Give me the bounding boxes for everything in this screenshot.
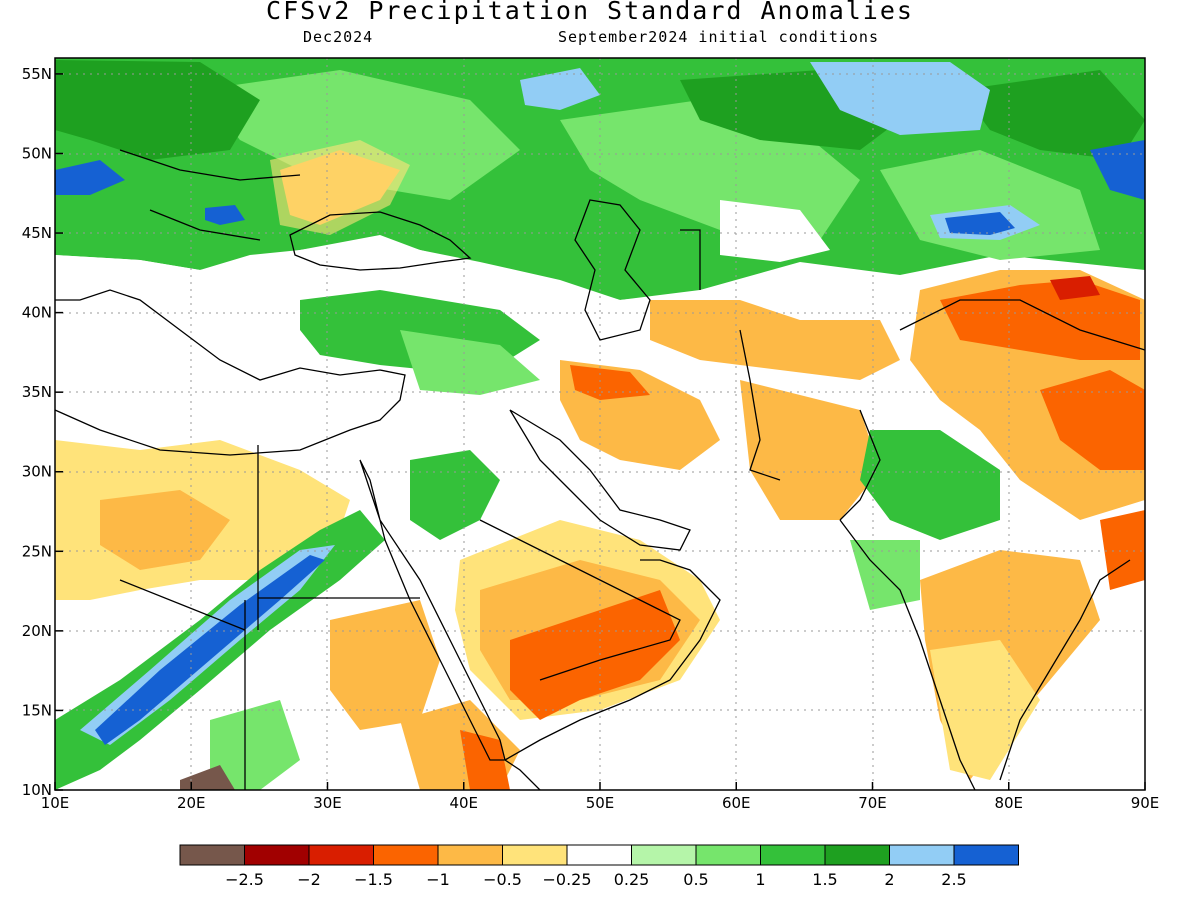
colorbar-swatch [437,844,503,866]
x-tick-label: 70E [858,794,887,812]
border-chad-libya [119,579,246,631]
border-iran-afghan [739,329,781,481]
border-tibet [899,299,1145,351]
anomaly-region-ethiopia-very-dry [460,730,510,790]
anomaly-region-north-blue [55,160,125,195]
x-tick-label: 50E [586,794,615,812]
anomaly-region-east-africa-dry [330,600,440,730]
colorbar-label: −2.5 [225,870,264,889]
colorbar-swatch [695,844,761,866]
colorbar-label: 1.5 [812,870,837,889]
y-tick-label: 10N [22,781,52,799]
map-title: CFSv2 Precipitation Standard Anomalies [266,0,914,25]
map-gridlines [55,58,1145,790]
anomaly-region-central-dry [650,300,900,380]
anomaly-region-ukraine-slight-dry [270,140,410,235]
anomaly-region-north-pale-blue [810,62,990,135]
colorbar-swatch [373,844,439,866]
x-tick-label: 60E [722,794,751,812]
anomaly-region-north-light-wet [200,70,520,200]
colorbar-label: 0.5 [683,870,708,889]
colorbar-swatch [566,844,632,866]
border-europe-2 [149,209,261,241]
border-saudi [479,519,681,681]
anomaly-region-sudan-brown [180,765,235,790]
colorbar-label: 2.5 [941,870,966,889]
y-tick-label: 25N [22,542,52,560]
coastlines-and-borders [55,149,1145,790]
anomaly-region-sahel-blue [95,555,325,745]
anomaly-region-tibet-very-dry [1040,370,1145,470]
anomaly-region-arabia-very-dry [510,590,680,720]
y-axis: 10N 15N 20N 25N 30N 35N 40N 45N 50N 55N [22,65,63,799]
anomaly-region-sahara-dry [100,490,230,570]
border-europe-1 [119,149,301,181]
anomaly-region-north-blue [205,205,245,225]
coastline-black-sea [289,211,472,271]
x-tick-label: 90E [1131,794,1160,812]
x-tick-label: 20E [177,794,206,812]
coastline-india [839,519,1131,790]
colorbar-swatch [502,844,568,866]
anomaly-region-egypt-wet [410,450,500,540]
anomaly-region-india-south-slight-dry [930,640,1040,780]
colorbar-label: 2 [884,870,894,889]
anomaly-region-east-white [720,200,830,262]
colorbar-swatch [760,844,826,866]
colorbar-label: 1 [755,870,765,889]
y-tick-label: 30N [22,463,52,481]
valid-month-label: Dec2024 [303,28,374,46]
anomaly-region-north-very-wet [960,70,1145,160]
x-tick-label: 30E [313,794,342,812]
y-tick-label: 50N [22,144,52,162]
anomaly-region-sudan-light-wet [210,700,300,790]
anomaly-region-north-very-wet [55,60,260,160]
x-tick-label: 40E [449,794,478,812]
colorbar-swatch [244,844,310,866]
y-tick-label: 15N [22,701,52,719]
coastline-red-sea [359,459,506,761]
initial-conditions-label: September2024 initial conditions [558,28,879,46]
x-axis: 10E 20E 30E 40E 50E 60E 70E 80E 90E [41,782,1160,812]
colorbar-swatch [889,844,955,866]
coastline-africa-horn [504,759,541,790]
colorbar-swatch [824,844,890,866]
colorbar-label: −1.5 [354,870,393,889]
y-tick-label: 55N [22,65,52,83]
anomaly-region-north-light-wet [880,150,1100,260]
colorbar-label: −2 [297,870,321,889]
colorbar-label: 0.25 [614,870,650,889]
anomaly-region-anatolia-light-wet [400,330,540,395]
coastline-mediterranean [55,289,406,456]
border-kazakh [680,229,701,290]
y-tick-label: 20N [22,622,52,640]
x-tick-label: 10E [41,794,70,812]
anomaly-region-iran-very-dry [570,365,650,400]
colorbar-swatch [631,844,697,866]
coastline-arabia-south [504,559,721,761]
colorbar-swatch [179,844,245,866]
y-tick-label: 35N [22,383,52,401]
colorbar-label: −1 [426,870,450,889]
colorbar-swatch [308,844,374,866]
anomaly-region-north-pale-blue [520,68,600,110]
border-pakistan-india [839,409,881,521]
anomaly-region-afghan-dry [740,380,880,520]
colorbar-label: −0.5 [483,870,522,889]
anomaly-region-bangladesh-very-dry [1100,510,1145,590]
coastline-persian-gulf [509,409,691,551]
anomaly-region-north-blue [945,212,1015,235]
colorbar: −2.5 −2 −1.5 −1 −0.5 −0.25 0.25 0.5 1 1.5 2 2.5 [179,844,1019,889]
y-tick-label: 40N [22,304,52,322]
colorbar-swatch [953,844,1019,866]
y-tick-label: 45N [22,224,52,242]
x-tick-label: 80E [994,794,1023,812]
anomaly-region-north-blue [1090,140,1145,200]
anomaly-region-india-wet [860,430,1000,540]
anomaly-field [55,58,1145,790]
anomaly-region-tibet-red [1050,276,1100,300]
coastline-caspian-sea [574,199,651,341]
colorbar-label: −0.25 [542,870,591,889]
